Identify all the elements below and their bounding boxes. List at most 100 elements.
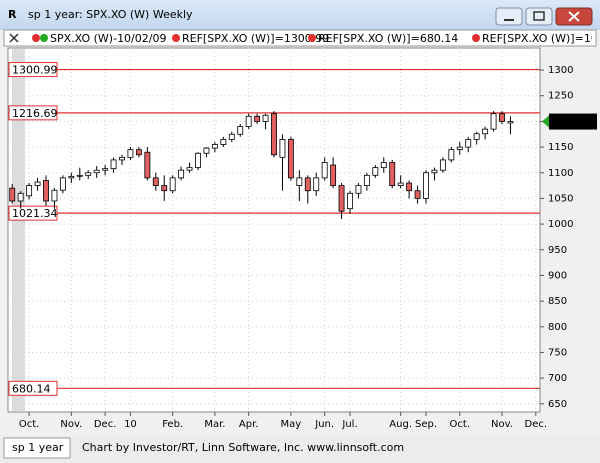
app-icon: R (8, 8, 17, 21)
candle-body (271, 113, 277, 156)
candle-body (127, 149, 134, 158)
candle-body (51, 189, 58, 202)
candle-body (355, 185, 362, 194)
candle-body (439, 159, 446, 171)
window-buttons[interactable] (495, 7, 593, 26)
candle-body (380, 162, 387, 169)
highlight-band (12, 49, 25, 411)
legend: SPX.XO (W)-10/02/09 REF[SPX.XO (W)]=1300.… (32, 32, 598, 45)
candle-body (68, 175, 75, 179)
legend-entry: REF[SPX.XO (W)]=1300.99 (182, 32, 329, 45)
candle-body (279, 138, 286, 158)
reference-label-box (8, 380, 58, 396)
y-tick-label: 650 (548, 399, 567, 410)
last-value-label: 1199.73 (552, 118, 593, 129)
reference-label: 1021.34 (12, 207, 58, 220)
status-bar (0, 436, 600, 463)
y-tick-label: 700 (548, 373, 567, 384)
window-title: sp 1 year: SPX.XO (W) Weekly (28, 8, 193, 21)
candle-body (93, 169, 100, 174)
y-tick-label: 1150 (548, 142, 573, 153)
credit: Chart by Investor/RT, Linn Software, Inc… (82, 441, 404, 454)
reference-label: 1216.69 (12, 107, 58, 120)
candle-body (406, 182, 413, 192)
minimize-button[interactable] (495, 7, 523, 26)
legend-icon (308, 34, 316, 42)
x-tick-label: Dec. (94, 419, 117, 430)
x-tick-label: Aug. (389, 419, 412, 430)
candle-body (414, 190, 421, 199)
maximize-icon (533, 11, 545, 21)
y-tick-label: 1050 (548, 193, 573, 204)
legend-icon (172, 34, 180, 42)
plot-area (7, 47, 541, 413)
y-tick-label: 1300 (548, 65, 573, 76)
candle-body (296, 177, 303, 186)
y-tick-label: 850 (548, 296, 567, 307)
last-value-arrow (542, 115, 549, 128)
candle-body (135, 149, 142, 156)
candle-body (330, 164, 337, 186)
tab[interactable] (3, 437, 71, 459)
y-tick-label: 1000 (548, 219, 573, 230)
candle-body (321, 162, 328, 179)
candle-body (228, 133, 235, 140)
candle-body (203, 147, 210, 154)
close-icon (568, 11, 580, 22)
reference-label-box (8, 62, 58, 78)
candle-body (372, 167, 379, 176)
candle-body (186, 167, 193, 171)
candle-body (102, 168, 109, 171)
candle-body (26, 185, 33, 197)
legend-entry: REF[SPX.XO (W)]=10 (482, 32, 598, 45)
legend-icon (40, 34, 48, 42)
legend-entry: REF[SPX.XO (W)]=680.14 (318, 32, 458, 45)
candle-body (119, 156, 125, 161)
x-tick-label: Jun. (314, 419, 334, 430)
candle-body (211, 144, 218, 149)
candle-body (254, 115, 261, 122)
candle-body (161, 185, 168, 192)
legend-entry: SPX.XO (W)-10/02/09 (50, 32, 166, 45)
y-tick-label: 1100 (548, 168, 573, 179)
y-tick-label: 750 (548, 347, 567, 358)
tab-label[interactable]: sp 1 year (12, 441, 64, 454)
x-tick-label: Oct. (19, 419, 39, 430)
candle-body (363, 174, 370, 186)
legend-close[interactable] (9, 33, 19, 43)
candle-body (76, 174, 83, 177)
y-tick-label: 950 (548, 245, 567, 256)
candle-body (262, 114, 269, 122)
candle-body (507, 121, 514, 124)
y-tick-label: 1250 (548, 91, 573, 102)
x-tick-label: Dec. (525, 419, 548, 430)
candle-body (287, 138, 294, 179)
legend-icon (32, 34, 40, 42)
plot: 1300.99 1216.69 1021.34 680.14 (8, 48, 540, 412)
candle-body (465, 138, 472, 148)
x-tick-label: Apr. (239, 419, 259, 430)
candle-body (431, 169, 438, 174)
candle-body (195, 152, 201, 169)
axes: 6507007508008509009501000105011001150120… (19, 65, 597, 430)
candle-body (482, 128, 489, 135)
maximize-button[interactable] (525, 7, 553, 26)
candle-body (34, 181, 41, 186)
reference-label-box (8, 105, 58, 121)
candle-body (237, 126, 244, 135)
x-tick-label: 10 (124, 419, 137, 430)
candle-body (397, 182, 404, 186)
candle-body (59, 177, 66, 191)
candle-body (448, 149, 455, 161)
reference-label-box (8, 205, 58, 221)
candle-body (347, 192, 353, 210)
legend-icon (472, 34, 480, 42)
candle-body (85, 172, 92, 176)
candle-body (220, 138, 227, 145)
candle-body (473, 133, 480, 140)
x-tick-label: May (281, 419, 302, 430)
x-tick-label: Oct. (450, 419, 470, 430)
x-tick-label: Jul. (341, 419, 357, 430)
x-tick-label: Nov. (491, 419, 513, 430)
